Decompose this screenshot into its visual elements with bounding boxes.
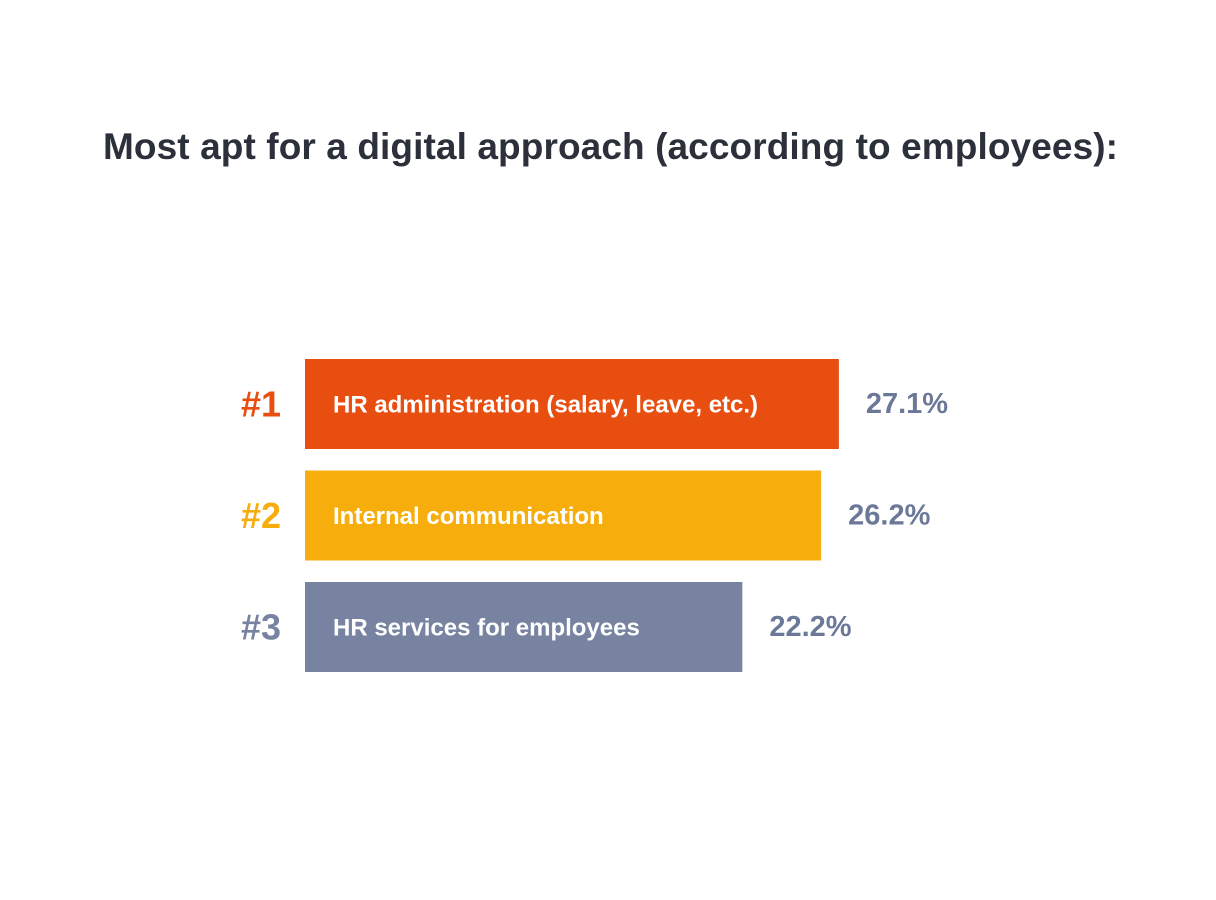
category-label-1: HR administration (salary, leave, etc.) [333, 392, 758, 419]
page-title: Most apt for a digital approach (accordi… [103, 126, 1119, 167]
bar-1 [305, 359, 839, 449]
rank-label-3: #3 [241, 607, 281, 648]
rank-label-2: #2 [241, 495, 281, 536]
value-label-2: 26.2% [848, 500, 930, 532]
bar-2 [305, 470, 822, 561]
rank-label-1: #1 [241, 384, 281, 425]
value-label-3: 22.2% [769, 611, 851, 643]
category-label-2: Internal communication [333, 503, 604, 530]
bar-3 [305, 582, 743, 672]
value-label-1: 27.1% [866, 388, 948, 420]
category-label-3: HR services for employees [333, 615, 640, 642]
